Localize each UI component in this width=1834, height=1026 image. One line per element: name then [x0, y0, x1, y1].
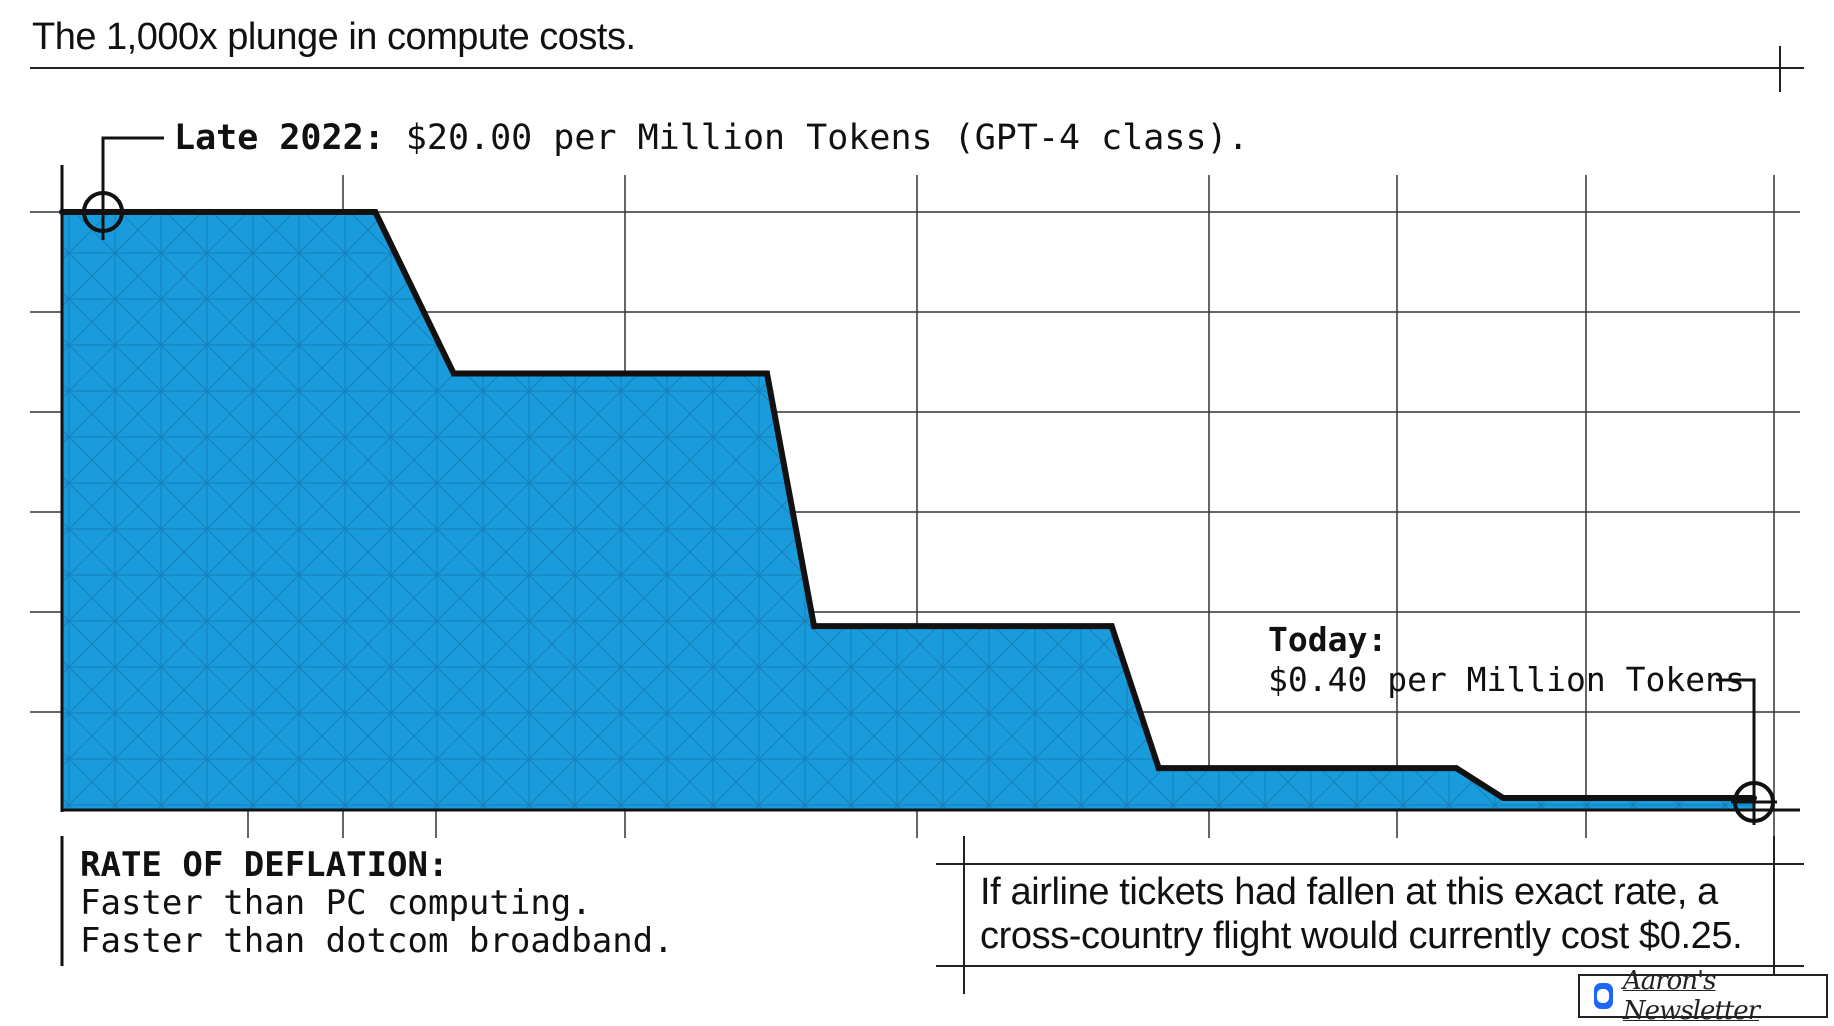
start-marker — [80, 189, 126, 235]
start-annotation: Late 2022: $20.00 per Million Tokens (GP… — [174, 118, 1249, 158]
rate-heading: RATE OF DEFLATION: — [80, 845, 449, 885]
data-point — [764, 370, 770, 377]
end-marker — [1731, 779, 1777, 825]
start-annotation-label: Late 2022: — [174, 118, 385, 158]
newsletter-badge-label: Aaron's Newsletter — [1622, 966, 1760, 1026]
end-annotation-label: Today: — [1268, 620, 1388, 659]
series-line — [62, 209, 1754, 801]
end-leader — [1716, 678, 1756, 780]
data-point — [1500, 795, 1507, 802]
chart-title: The 1,000x plunge in compute costs. — [32, 16, 636, 58]
airline-frame — [936, 836, 1804, 994]
data-point — [59, 209, 65, 215]
data-point — [372, 209, 379, 215]
area-mesh — [62, 212, 1754, 810]
end-annotation: Today: $0.40 per Million Tokens — [1268, 620, 1745, 700]
rate-block: RATE OF DEFLATION: Faster than PC comput… — [80, 846, 674, 960]
data-point — [1108, 623, 1115, 630]
start-annotation-text: $20.00 per Million Tokens (GPT-4 class). — [405, 118, 1249, 158]
area-layer — [62, 212, 1754, 810]
end-annotation-text: $0.40 per Million Tokens — [1268, 660, 1745, 699]
newsletter-logo-icon — [1594, 983, 1613, 1009]
newsletter-badge[interactable]: Aaron's Newsletter — [1578, 966, 1828, 1026]
data-point — [811, 623, 817, 630]
airline-callout: If airline tickets had fallen at this ex… — [980, 871, 1743, 957]
rate-line-1: Faster than PC computing. — [80, 883, 592, 923]
data-point — [1453, 765, 1460, 772]
rate-line-2: Faster than dotcom broadband. — [80, 921, 674, 961]
data-point — [450, 370, 457, 377]
data-point — [1155, 765, 1162, 772]
